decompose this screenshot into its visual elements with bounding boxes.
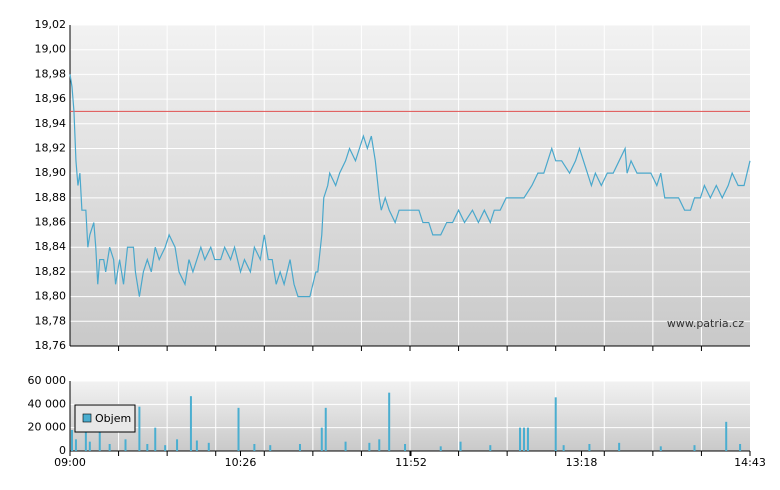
volume-bar <box>388 392 391 451</box>
volume-bar <box>519 427 522 451</box>
volume-bar <box>526 427 529 451</box>
y-tick-label: 18,88 <box>35 191 67 204</box>
y-tick-label: 20 000 <box>28 421 67 434</box>
volume-bar <box>70 430 73 451</box>
y-tick-label: 18,84 <box>35 240 67 253</box>
x-tick-label: 14:43 <box>734 456 766 469</box>
y-tick-label: 18,78 <box>35 314 67 327</box>
volume-bar <box>146 444 149 451</box>
volume-bar <box>320 427 323 451</box>
volume-bar <box>489 445 492 451</box>
y-tick-label: 18,76 <box>35 339 67 352</box>
volume-bar <box>404 444 407 451</box>
y-tick-label: 60 000 <box>28 374 67 387</box>
volume-bar <box>207 442 210 451</box>
y-tick-label: 18,94 <box>35 117 67 130</box>
x-tick-label: 13:18 <box>566 456 598 469</box>
y-tick-label: 19,00 <box>35 43 67 56</box>
volume-bar <box>739 444 742 451</box>
watermark: www.patria.cz <box>667 317 744 330</box>
volume-bar <box>164 445 167 451</box>
y-tick-label: 18,92 <box>35 141 67 154</box>
volume-bar <box>195 440 198 451</box>
volume-bar <box>725 421 728 451</box>
volume-bar <box>298 444 301 451</box>
legend-swatch <box>82 413 92 423</box>
volume-bar <box>562 445 565 451</box>
y-tick-label: 18,98 <box>35 67 67 80</box>
volume-bar <box>344 441 347 451</box>
volume-bar <box>618 442 621 451</box>
y-tick-label: 19,02 <box>35 18 67 31</box>
volume-bar <box>98 427 101 451</box>
y-tick-label: 18,86 <box>35 216 67 229</box>
volume-bar <box>439 446 442 451</box>
volume-bar <box>554 397 557 451</box>
volume-bar <box>88 441 91 451</box>
legend-box <box>74 404 136 433</box>
y-tick-label: 18,96 <box>35 92 67 105</box>
volume-bar <box>176 439 179 451</box>
volume-bar <box>108 444 111 451</box>
volume-bar <box>693 445 696 451</box>
volume-bar <box>74 439 77 451</box>
volume-bar <box>154 427 157 451</box>
volume-bar <box>378 439 381 451</box>
price-line <box>69 74 751 298</box>
volume-bar <box>124 439 127 451</box>
volume-bar <box>588 444 591 451</box>
volume-bar <box>189 396 192 451</box>
volume-bar <box>324 407 327 451</box>
x-tick-label: 11:52 <box>395 456 427 469</box>
volume-bar <box>269 445 272 451</box>
volume-bar <box>368 442 371 451</box>
volume-bar <box>253 444 256 451</box>
y-tick-label: 18,90 <box>35 166 67 179</box>
y-tick-label: 0 <box>59 444 66 457</box>
x-tick-label: 10:26 <box>225 456 257 469</box>
volume-bar <box>138 406 141 451</box>
volume-bar <box>459 441 462 451</box>
volume-bar <box>237 407 240 451</box>
y-tick-label: 18,80 <box>35 290 67 303</box>
volume-bar <box>659 446 662 451</box>
legend-label: Objem <box>95 412 131 425</box>
y-tick-label: 40 000 <box>28 397 67 410</box>
x-tick-label: 09:00 <box>54 456 86 469</box>
y-tick-label: 18,82 <box>35 265 67 278</box>
volume-bar <box>522 427 525 451</box>
